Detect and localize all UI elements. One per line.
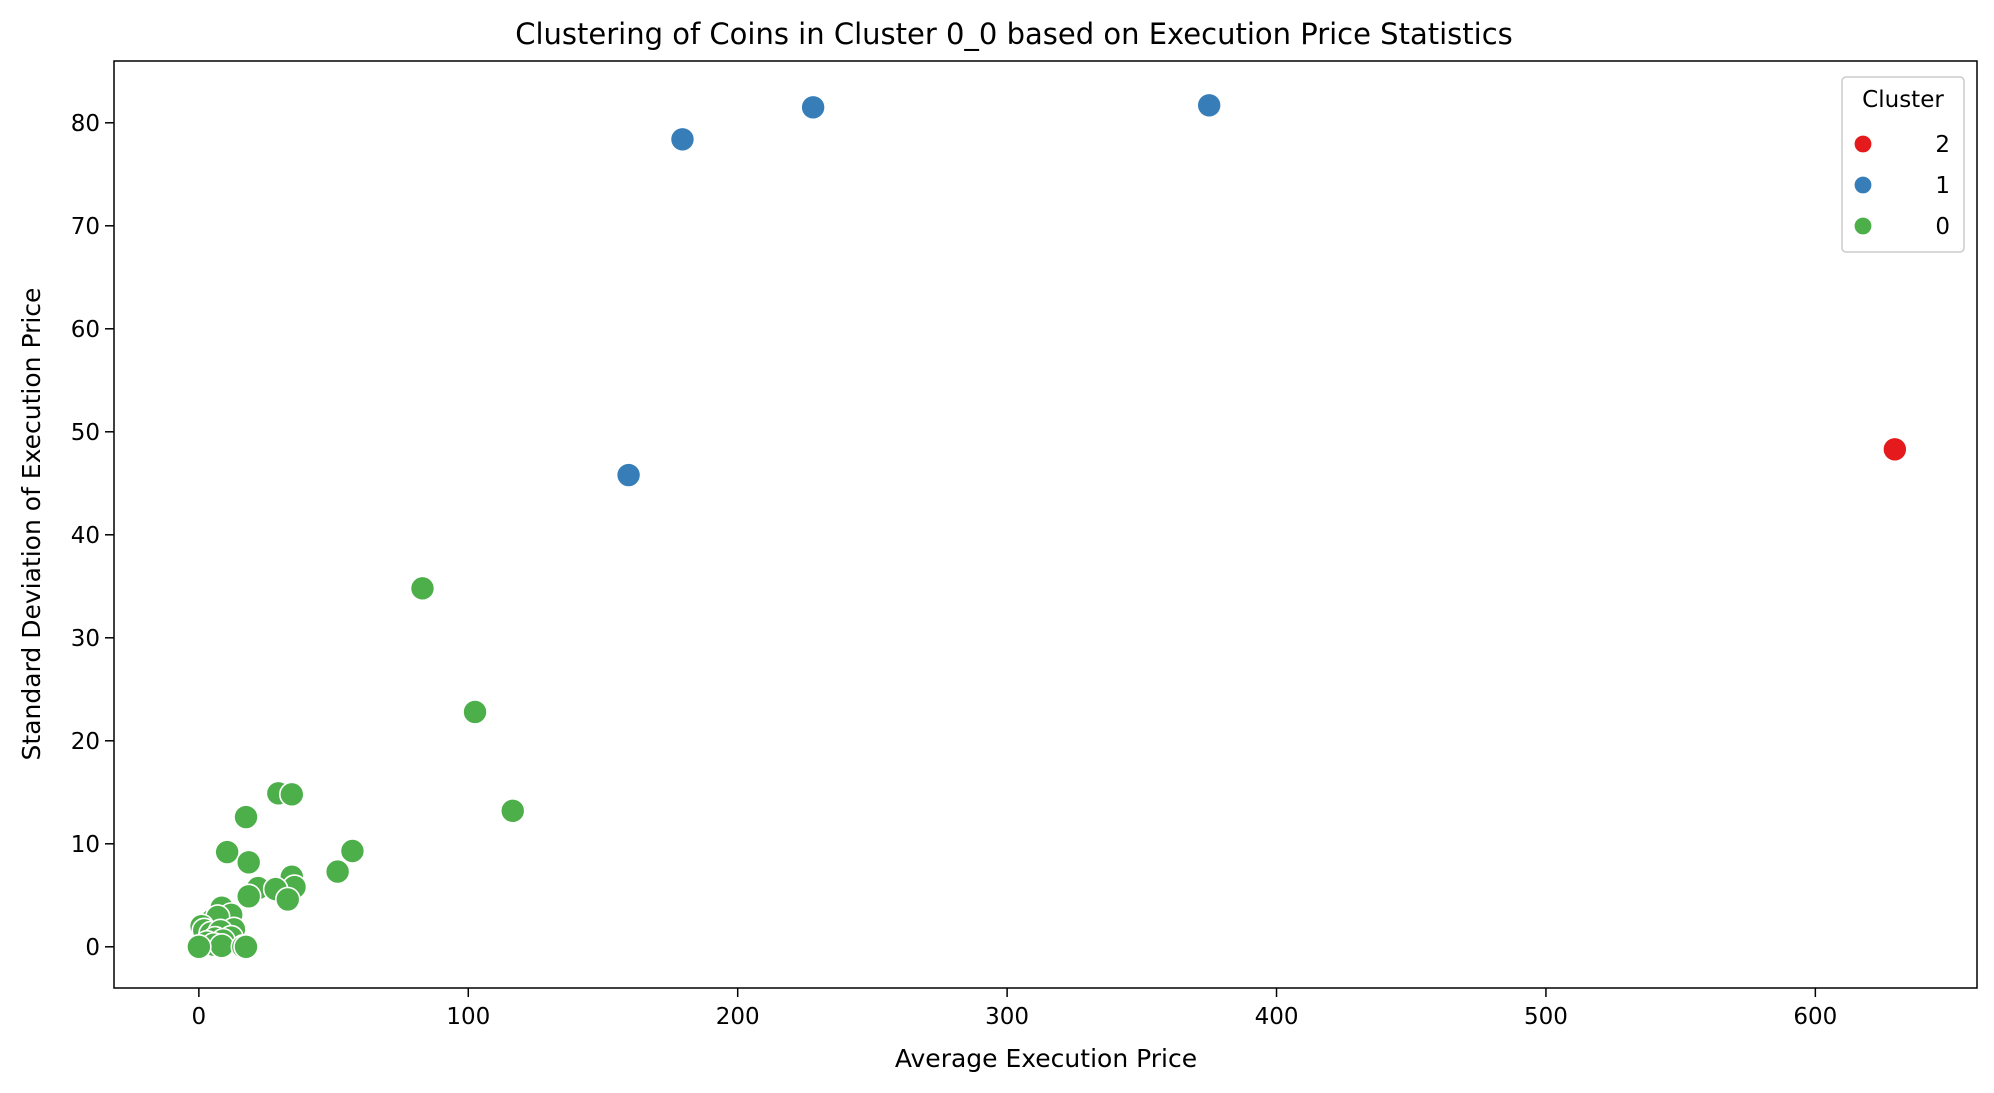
data-point-cluster-1 [1196, 92, 1222, 119]
data-point-cluster-0 [279, 781, 305, 808]
legend-label: 2 [1935, 132, 1950, 158]
legend-entries: 2 1 0 [1853, 132, 1950, 240]
x-tick-label: 400 [1255, 1004, 1299, 1030]
data-point-cluster-0 [186, 933, 212, 960]
plot-area [113, 60, 1978, 989]
y-tick-label: 0 [85, 935, 100, 961]
data-point-cluster-0 [233, 933, 259, 960]
data-point-cluster-1 [615, 462, 642, 488]
data-point-cluster-0 [208, 932, 235, 959]
data-point-cluster-0 [235, 849, 262, 876]
x-tick-label: 200 [716, 1004, 760, 1030]
y-tick-label: 30 [71, 626, 100, 652]
legend-label: 0 [1935, 214, 1950, 240]
chart-title: Clustering of Coins in Cluster 0_0 based… [515, 17, 1513, 51]
data-points [186, 92, 1908, 960]
data-point-cluster-0 [274, 886, 301, 913]
y-tick-label: 20 [71, 729, 100, 755]
x-axis-label: Average Execution Price [895, 1044, 1197, 1073]
y-axis-label: Standard Deviation of Execution Price [17, 288, 46, 761]
x-tick-label: 0 [192, 1004, 207, 1030]
y-tick-label: 50 [71, 420, 100, 446]
y-tick-label: 80 [71, 111, 100, 137]
y-tick-label: 40 [71, 523, 100, 549]
data-point-cluster-0 [324, 858, 351, 885]
legend-title: Cluster [1862, 87, 1944, 113]
data-point-cluster-2 [1882, 436, 1908, 463]
x-tick-label: 500 [1524, 1004, 1568, 1030]
data-point-cluster-0 [339, 838, 366, 864]
data-point-cluster-0 [214, 839, 240, 865]
data-point-cluster-0 [235, 883, 262, 910]
x-tick-label: 300 [985, 1004, 1029, 1030]
data-point-cluster-1 [800, 94, 826, 121]
y-tick-label: 60 [71, 317, 100, 343]
legend-label: 1 [1935, 173, 1950, 199]
data-point-cluster-0 [499, 798, 526, 824]
legend-marker [1853, 175, 1873, 195]
legend-box [1841, 76, 1965, 253]
data-point-cluster-0 [409, 575, 436, 602]
legend-marker [1853, 134, 1873, 154]
x-axis-ticks: 0 100 200 300 400 500 600 [192, 988, 1837, 1030]
data-point-cluster-1 [669, 126, 696, 153]
x-tick-label: 100 [446, 1004, 490, 1030]
y-tick-label: 70 [71, 214, 100, 240]
y-axis-ticks: 0 10 20 30 40 50 60 70 80 [71, 111, 114, 961]
legend: Cluster 2 1 0 [1841, 76, 1965, 253]
legend-marker [1853, 216, 1873, 236]
data-point-cluster-0 [462, 699, 488, 725]
y-tick-label: 10 [71, 832, 100, 858]
plot-frame [113, 60, 1978, 989]
x-tick-label: 600 [1793, 1004, 1837, 1030]
data-point-cluster-0 [233, 804, 259, 830]
